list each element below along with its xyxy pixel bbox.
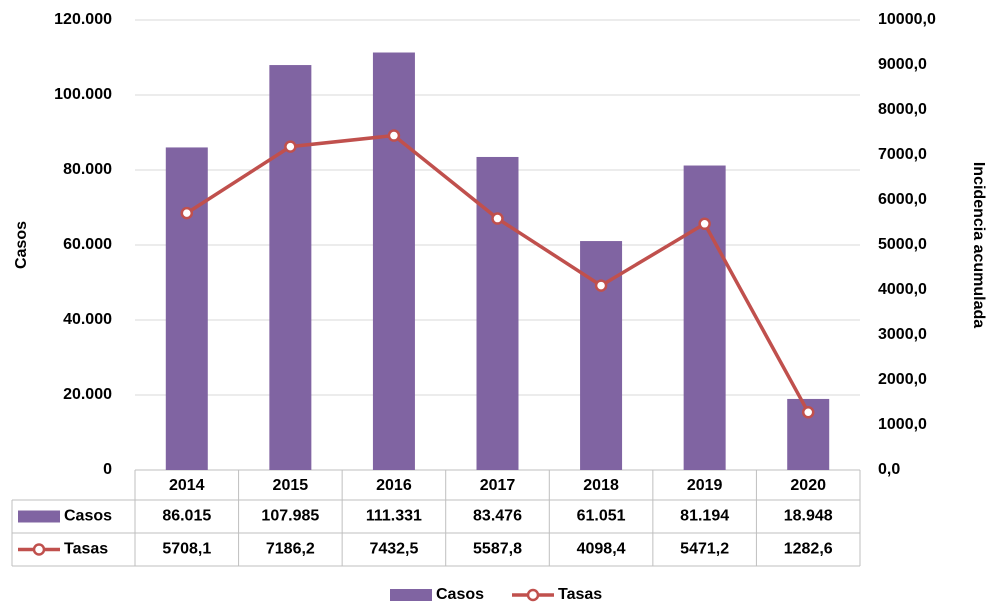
x-tick-label: 2018 — [583, 477, 619, 494]
table-cell: 83.476 — [473, 508, 522, 525]
line-marker — [594, 279, 608, 292]
line-marker — [180, 206, 194, 220]
table-cell: 86.015 — [162, 508, 211, 525]
y-tick-label: 80.000 — [63, 161, 112, 178]
y-tick-label: 40.000 — [63, 311, 112, 328]
y-tick-label: 100.000 — [54, 86, 112, 103]
table-cell: 4098,4 — [577, 541, 626, 558]
table-cell: 7432,5 — [369, 541, 418, 558]
table-cell: 5587,8 — [473, 541, 522, 558]
x-tick-label: 2016 — [376, 477, 412, 494]
x-tick-label: 2014 — [169, 477, 205, 494]
table-key — [32, 543, 46, 556]
y2-tick-label: 0,0 — [878, 461, 900, 478]
y2-tick-label: 1000,0 — [878, 416, 927, 433]
bar — [683, 165, 726, 470]
table-cell: 5471,2 — [680, 541, 729, 558]
line-marker — [284, 140, 297, 153]
table-key — [18, 510, 60, 523]
y-tick-label: 60.000 — [63, 236, 112, 253]
legend-label: Tasas — [558, 586, 602, 603]
line-marker — [698, 217, 711, 231]
table-cell: 7186,2 — [266, 541, 315, 558]
table-row-label: Tasas — [64, 541, 108, 558]
y2-axis-title: Incidencia acumulada — [970, 162, 987, 328]
table-cell: 1282,6 — [784, 541, 833, 558]
bar — [372, 52, 415, 470]
y2-tick-label: 3000,0 — [878, 326, 927, 343]
x-tick-label: 2017 — [480, 477, 516, 494]
y2-tick-label: 2000,0 — [878, 371, 927, 388]
y2-tick-label: 8000,0 — [878, 101, 927, 118]
y-tick-label: 120.000 — [54, 11, 112, 28]
line-marker — [801, 406, 815, 419]
y-tick-label: 0 — [103, 461, 112, 478]
line-marker — [387, 129, 401, 142]
x-tick-label: 2015 — [273, 477, 309, 494]
y2-tick-label: 10000,0 — [878, 11, 936, 28]
table-cell: 61.051 — [577, 508, 626, 525]
x-tick-label: 2020 — [790, 477, 826, 494]
y2-tick-label: 7000,0 — [878, 146, 927, 163]
legend-key — [526, 588, 540, 602]
table-cell: 107.985 — [261, 508, 319, 525]
y-axis-title: Casos — [13, 221, 30, 269]
table-cell: 111.331 — [366, 508, 422, 525]
table-row-label: Casos — [64, 508, 112, 525]
y2-tick-label: 5000,0 — [878, 236, 927, 253]
bar — [165, 147, 208, 470]
table-cell: 5708,1 — [162, 541, 211, 558]
bar — [269, 65, 312, 471]
x-tick-label: 2019 — [687, 477, 723, 494]
legend-key — [390, 589, 432, 601]
line-marker — [491, 212, 504, 225]
y-tick-label: 20.000 — [63, 386, 112, 403]
y2-tick-label: 6000,0 — [878, 191, 927, 208]
y2-tick-label: 9000,0 — [878, 56, 927, 73]
table-cell: 18.948 — [784, 508, 833, 525]
y2-tick-label: 4000,0 — [878, 281, 927, 298]
legend-label: Casos — [436, 586, 484, 603]
table-cell: 81.194 — [680, 508, 729, 525]
bar — [476, 156, 519, 470]
